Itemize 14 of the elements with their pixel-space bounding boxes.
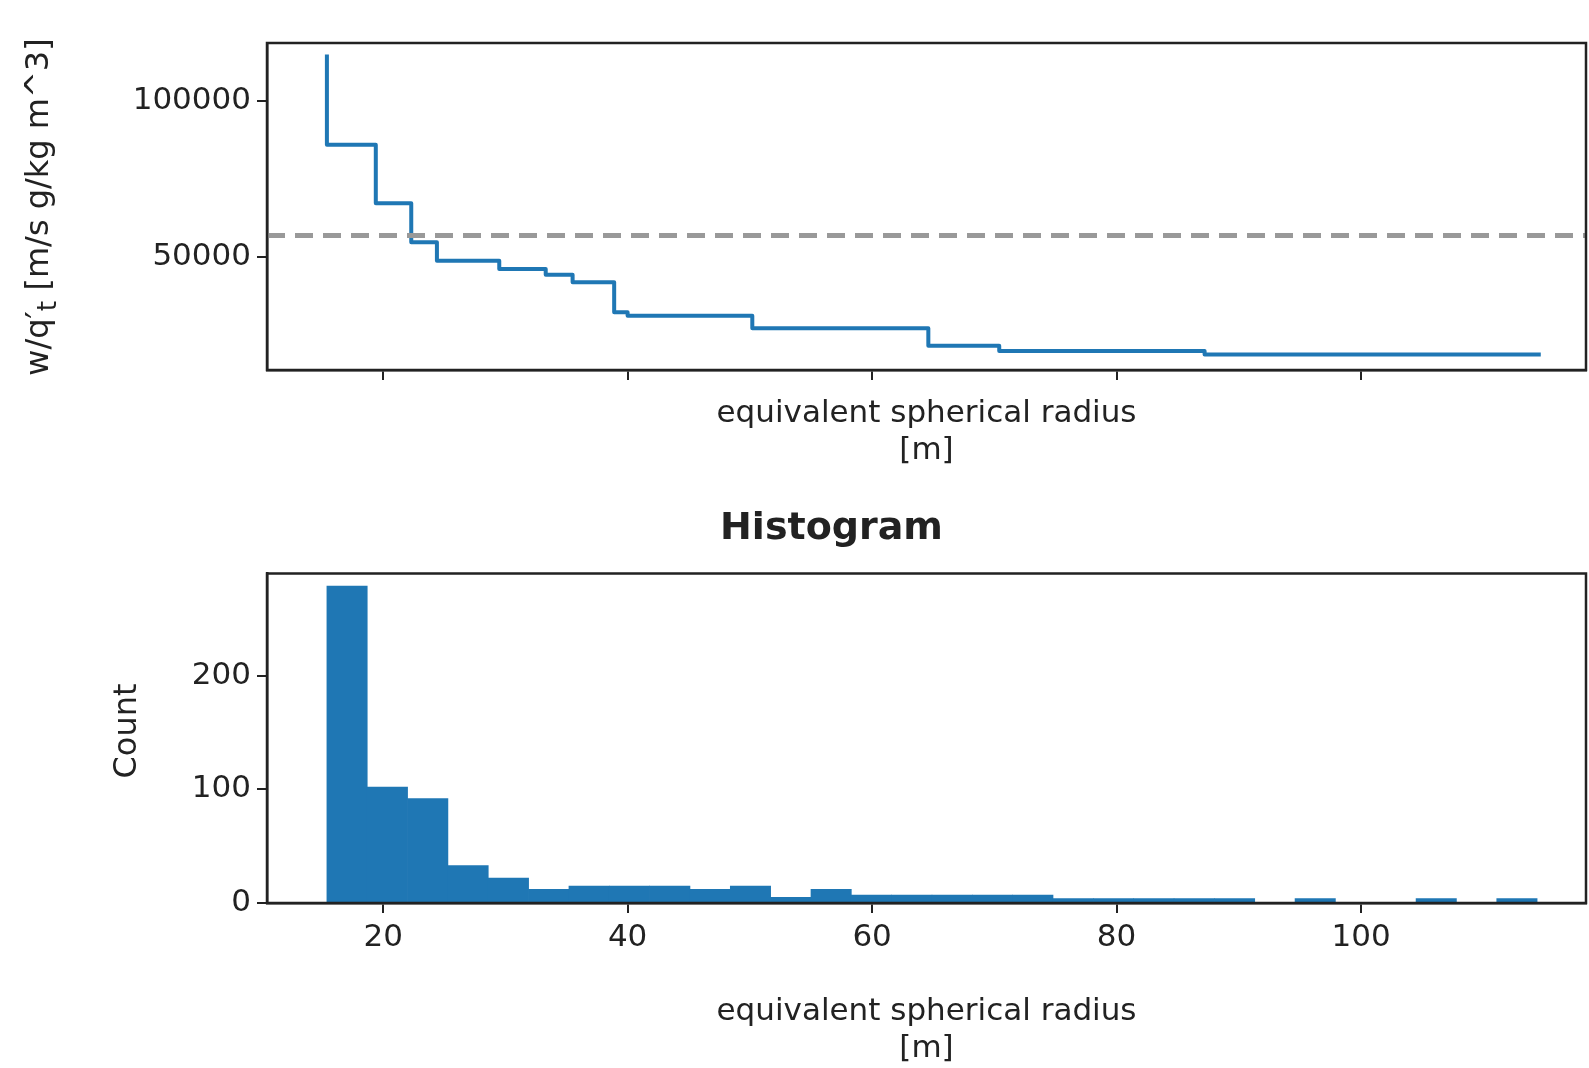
y-axis-title: Count xyxy=(106,683,144,779)
x-axis-title: equivalent spherical radius [m] xyxy=(716,393,1137,467)
y-tick-label: 100000 xyxy=(132,80,251,117)
y-tick-label: 0 xyxy=(231,882,251,919)
x-tick-label: 20 xyxy=(363,916,403,953)
y-tick-label: 100 xyxy=(191,768,251,805)
x-tick-label: 60 xyxy=(852,916,892,953)
x-tick-label: 100 xyxy=(1331,916,1391,953)
x-axis-title: equivalent spherical radius [m] xyxy=(716,991,1137,1065)
x-tick-label: 80 xyxy=(1096,916,1137,953)
y-tick-label: 50000 xyxy=(152,235,251,272)
chart-title: Histogram xyxy=(720,503,943,548)
y-tick-label: 200 xyxy=(191,654,251,691)
x-tick-label: 40 xyxy=(607,916,648,953)
